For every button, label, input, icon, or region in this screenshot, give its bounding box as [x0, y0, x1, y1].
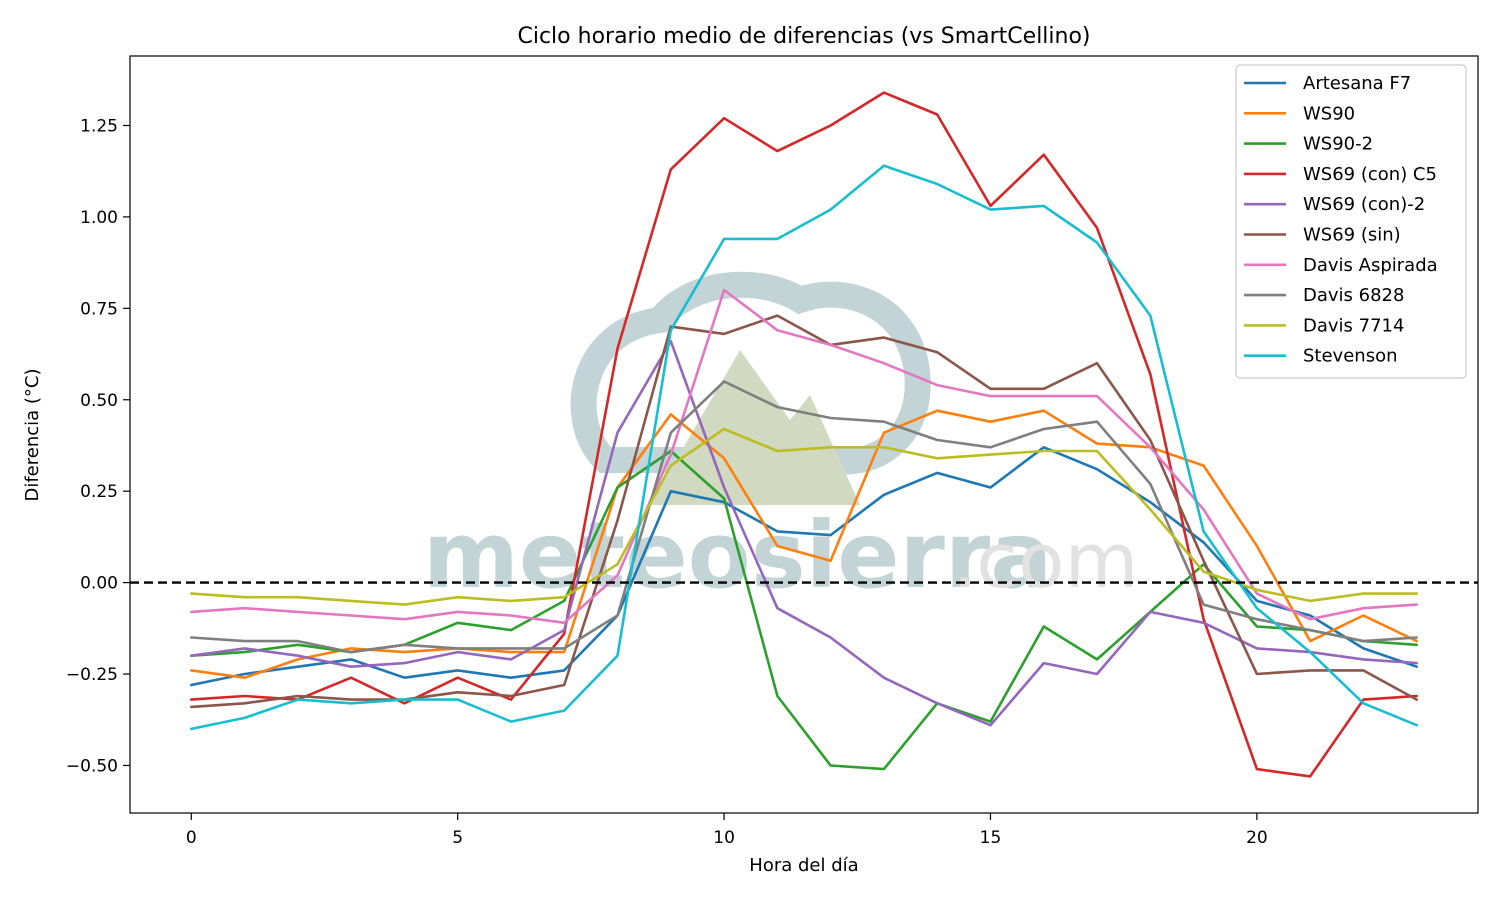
- legend: Artesana F7 WS90 WS90-2 WS69 (con) C5 WS69 (…: [1235, 64, 1467, 379]
- series-line-9: [190, 164, 1418, 731]
- legend-label-8: Davis 7714: [1303, 315, 1404, 336]
- legend-label-9: Stevenson: [1303, 346, 1398, 367]
- x-axis: 0 5 10 15 20: [186, 813, 1268, 848]
- watermark-cloud: [570, 271, 931, 475]
- x-tick-label-3: 15: [980, 828, 1002, 848]
- legend-label-6: Davis Aspirada: [1303, 255, 1438, 276]
- x-axis-label: Hora del día: [749, 855, 858, 876]
- y-axis-label: Diferencia (°C): [22, 368, 43, 501]
- legend-label-3: WS69 (con) C5: [1303, 164, 1437, 185]
- legend-label-4: WS69 (con)-2: [1303, 194, 1425, 215]
- legend-box: [1235, 64, 1467, 379]
- legend-label-0: Artesana F7: [1303, 73, 1411, 94]
- legend-label-5: WS69 (sin): [1303, 225, 1401, 246]
- chart-title: Ciclo horario medio de diferencias (vs S…: [517, 24, 1090, 49]
- y-tick-label-0: −0.50: [66, 756, 118, 776]
- y-axis: −0.50 −0.25 0.00 0.25 0.50 0.75 1.00 1.25: [66, 116, 130, 776]
- y-tick-label-4: 0.50: [80, 391, 118, 411]
- legend-label-1: WS90: [1303, 103, 1355, 124]
- plot-frame: [129, 55, 1479, 814]
- series-layer: [190, 91, 1418, 778]
- series-line-0: [190, 445, 1418, 687]
- legend-label-2: WS90-2: [1303, 134, 1373, 155]
- x-tick-label-2: 10: [713, 828, 735, 848]
- y-tick-label-7: 1.25: [80, 116, 118, 136]
- series-line-1: [190, 409, 1418, 680]
- x-tick-label-4: 20: [1246, 828, 1268, 848]
- series-line-7: [190, 380, 1418, 654]
- y-tick-label-1: −0.25: [66, 665, 118, 685]
- watermark-suffix-text: .com: [952, 516, 1138, 605]
- y-tick-label-3: 0.25: [80, 482, 118, 502]
- y-tick-label-6: 1.00: [80, 208, 118, 228]
- series-line-4: [190, 339, 1418, 727]
- y-tick-label-5: 0.75: [80, 299, 118, 319]
- y-tick-label-2: 0.00: [80, 574, 118, 594]
- series-line-6: [190, 288, 1418, 625]
- watermark-mountain: [650, 350, 860, 505]
- x-tick-label-0: 0: [186, 828, 197, 848]
- x-tick-label-1: 5: [452, 828, 463, 848]
- legend-label-7: Davis 6828: [1303, 285, 1404, 306]
- series-line-8: [190, 427, 1418, 606]
